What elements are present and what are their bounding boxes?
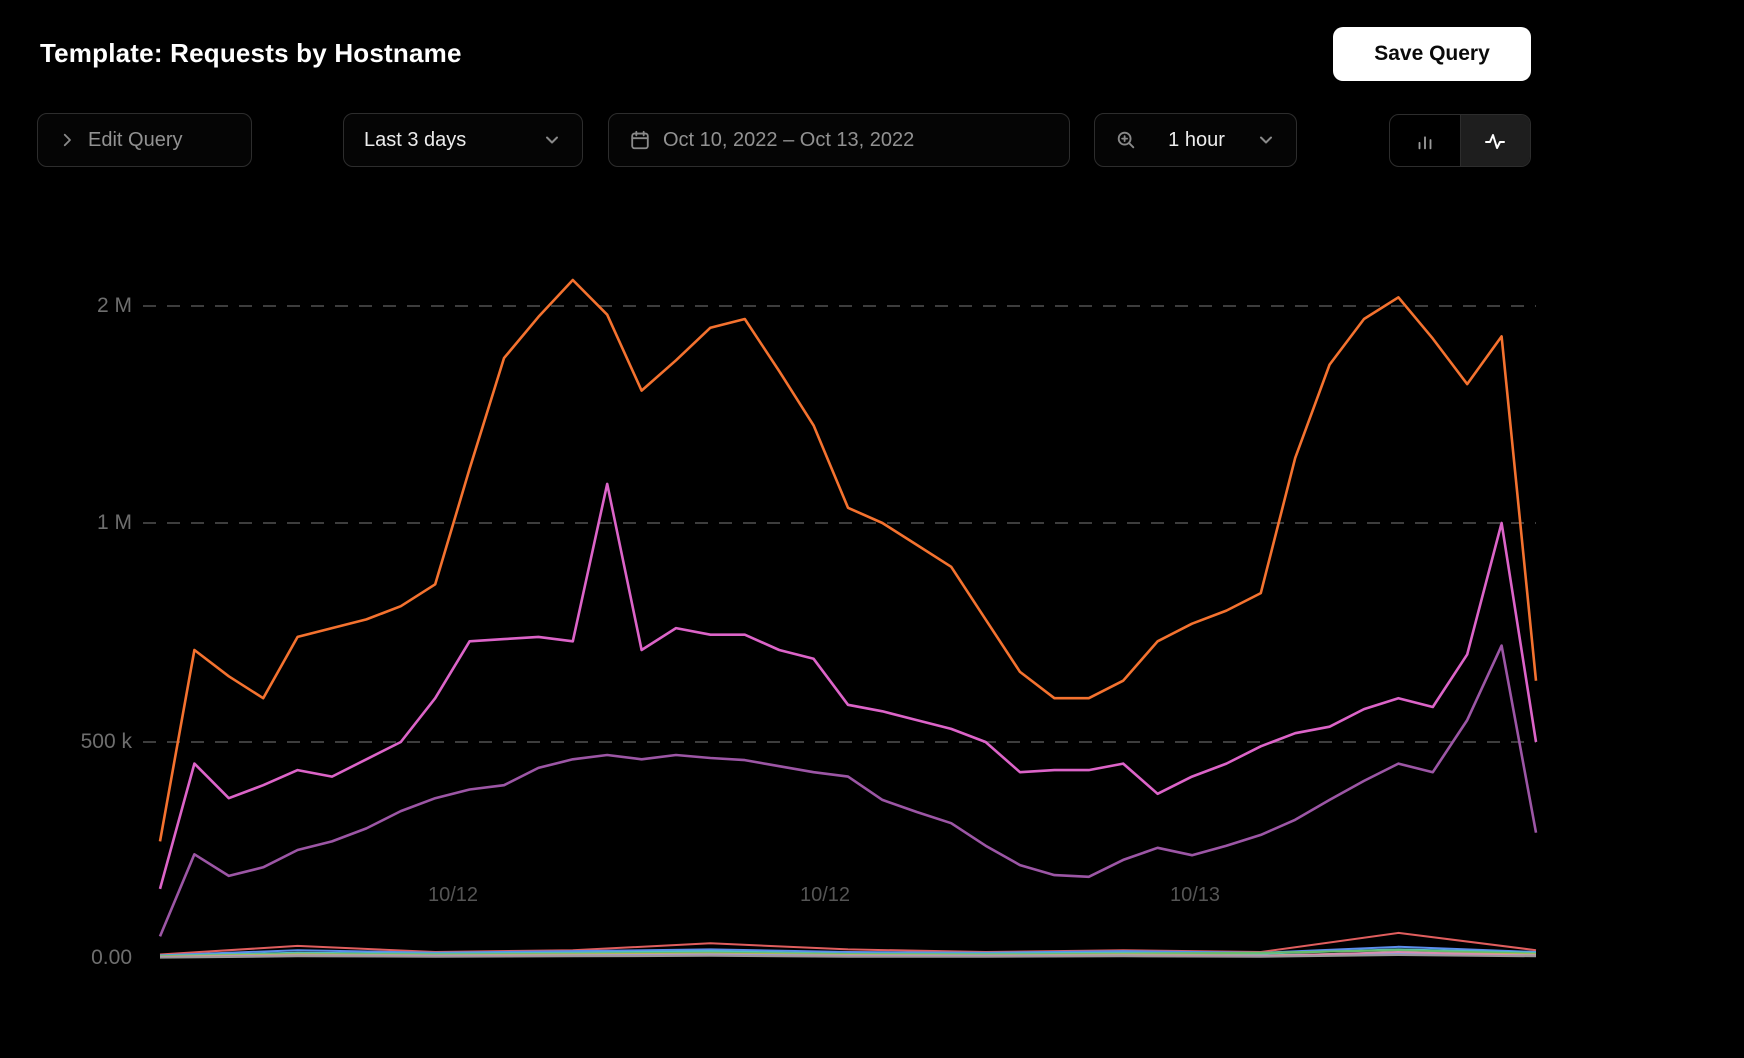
- chevron-down-icon: [1256, 130, 1276, 150]
- chevron-right-icon: [58, 131, 76, 149]
- chart-line-minor-2: [159, 945, 1537, 957]
- x-tick-label: 10/12: [427, 884, 479, 906]
- y-tick-label: 1 M: [96, 511, 132, 534]
- calendar-icon: [629, 129, 651, 151]
- chevron-down-icon: [542, 130, 562, 150]
- y-tick-label: 0.00: [91, 946, 132, 969]
- bar-chart-icon: [1414, 130, 1436, 152]
- edit-query-label: Edit Query: [88, 128, 183, 151]
- line-chart-toggle[interactable]: [1460, 115, 1530, 166]
- x-tick-label: 10/13: [1169, 884, 1221, 906]
- chart-line-minor-1: [159, 931, 1537, 956]
- chart-line-minor-8: [159, 954, 1537, 959]
- page-title: Template: Requests by Hostname: [40, 38, 462, 68]
- edit-query-button[interactable]: Edit Query: [37, 113, 252, 167]
- chart-line-series-3: [158, 644, 1538, 937]
- time-range-dropdown[interactable]: Last 3 days: [343, 113, 583, 167]
- activity-pulse-icon: [1483, 129, 1507, 153]
- save-query-button[interactable]: Save Query: [1333, 27, 1531, 81]
- chart-line-series-2: [158, 482, 1538, 890]
- time-range-value: Last 3 days: [364, 128, 467, 151]
- chart-plot-area[interactable]: [143, 235, 1537, 958]
- date-range-picker[interactable]: Oct 10, 2022 – Oct 13, 2022: [608, 113, 1070, 167]
- chart-type-toggle: [1389, 114, 1531, 167]
- date-range-value: Oct 10, 2022 – Oct 13, 2022: [663, 128, 915, 151]
- bar-chart-toggle[interactable]: [1390, 115, 1461, 166]
- x-tick-label: 10/12: [799, 884, 851, 906]
- interval-value: 1 hour: [1168, 128, 1225, 151]
- chart-line-series-1: [158, 278, 1538, 842]
- zoom-in-icon: [1115, 129, 1137, 151]
- y-tick-label: 2 M: [96, 294, 132, 317]
- y-tick-label: 500 k: [80, 730, 132, 753]
- interval-dropdown[interactable]: 1 hour: [1094, 113, 1297, 167]
